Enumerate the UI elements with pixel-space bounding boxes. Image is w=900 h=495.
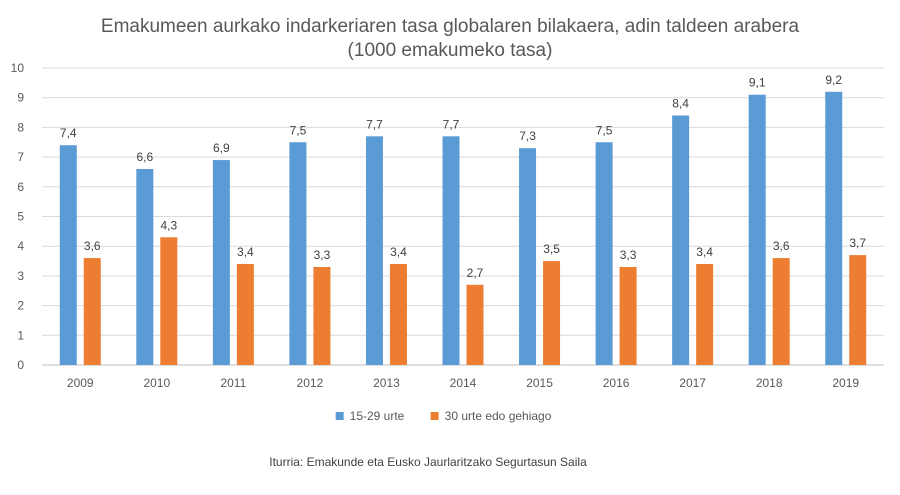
bar-series1 <box>519 148 537 365</box>
x-tick-label: 2015 <box>526 376 553 390</box>
y-axis: 0 1 2 3 4 5 6 7 8 9 10 <box>11 61 25 372</box>
data-labels: 7,4 3,6 6,6 4,3 6,9 3,4 7,5 3,3 7,7 3,4 7,7 2,7 7,3 3… <box>60 73 866 280</box>
legend-swatch <box>430 412 439 420</box>
bar-series1 <box>825 91 843 365</box>
x-tick-label: 2014 <box>450 376 477 390</box>
data-label: 7,4 <box>60 126 77 140</box>
data-label: 7,7 <box>443 117 460 131</box>
source-note: Iturria: Emakunde eta Eusko Jaurlaritzak… <box>269 455 587 469</box>
bar-series1 <box>365 136 383 365</box>
y-tick-label: 6 <box>17 180 24 194</box>
data-label: 3,5 <box>543 242 560 256</box>
x-tick-label: 2017 <box>679 376 706 390</box>
bar-series1 <box>289 142 307 365</box>
data-label: 3,6 <box>773 239 790 253</box>
x-tick-label: 2018 <box>756 376 783 390</box>
y-tick-label: 4 <box>17 239 24 253</box>
y-tick-label: 5 <box>17 210 24 224</box>
bar-series2 <box>619 266 637 365</box>
data-label: 3,7 <box>849 236 866 250</box>
data-label: 3,6 <box>84 239 101 253</box>
data-label: 3,3 <box>314 248 331 262</box>
bar-series2 <box>772 258 790 365</box>
bar-series1 <box>595 142 613 365</box>
bar-series1 <box>748 94 766 365</box>
data-label: 3,4 <box>696 245 713 259</box>
legend-label: 15-29 urte <box>350 409 405 423</box>
y-tick-label: 9 <box>17 91 24 105</box>
bar-series2 <box>313 266 331 365</box>
data-label: 9,2 <box>825 73 842 87</box>
bar-series2 <box>160 237 178 365</box>
bar-series2 <box>236 264 254 365</box>
data-label: 7,5 <box>596 123 613 137</box>
y-tick-label: 0 <box>17 358 24 372</box>
x-tick-label: 2016 <box>603 376 630 390</box>
data-label: 9,1 <box>749 76 766 90</box>
y-tick-label: 7 <box>17 150 24 164</box>
bar-series1 <box>212 160 230 365</box>
data-label: 3,3 <box>620 248 637 262</box>
bar-series2 <box>849 255 867 365</box>
bar-series2 <box>696 264 714 365</box>
x-tick-label: 2019 <box>832 376 859 390</box>
data-label: 8,4 <box>672 97 689 111</box>
data-label: 3,4 <box>237 245 254 259</box>
x-tick-label: 2010 <box>143 376 170 390</box>
x-tick-label: 2012 <box>297 376 324 390</box>
gridlines <box>42 67 884 366</box>
data-label: 6,9 <box>213 141 230 155</box>
data-label: 4,3 <box>160 218 177 232</box>
bar-series2 <box>543 261 561 365</box>
legend-label: 30 urte edo gehiago <box>445 409 552 423</box>
data-label: 6,6 <box>136 150 153 164</box>
x-tick-label: 2013 <box>373 376 400 390</box>
y-tick-label: 2 <box>17 299 24 313</box>
y-tick-label: 1 <box>17 328 24 342</box>
x-axis: 2009 2010 2011 2012 2013 2014 2015 2016 2017 2018… <box>67 376 859 390</box>
y-tick-label: 3 <box>17 269 24 283</box>
chart-subtitle: (1000 emakumeko tasa) <box>348 40 553 61</box>
y-tick-label: 10 <box>11 61 25 75</box>
data-label: 7,7 <box>366 117 383 131</box>
legend: 15-29 urte 30 urte edo gehiago <box>335 409 552 423</box>
bar-series1 <box>442 136 460 365</box>
x-tick-label: 2011 <box>220 376 246 390</box>
chart-title: Emakumeen aurkako indarkeriaren tasa glo… <box>101 16 800 37</box>
bar-series2 <box>466 284 484 365</box>
bars <box>59 91 867 366</box>
legend-swatch <box>335 412 344 420</box>
data-label: 3,4 <box>390 245 407 259</box>
data-label: 2,7 <box>467 266 484 280</box>
x-tick-label: 2009 <box>67 376 94 390</box>
bar-series1 <box>59 145 77 365</box>
bar-series1 <box>136 168 154 365</box>
y-tick-label: 8 <box>17 120 24 134</box>
data-label: 7,5 <box>290 123 307 137</box>
bar-series2 <box>389 264 407 365</box>
bar-series1 <box>672 115 690 366</box>
data-label: 7,3 <box>519 129 536 143</box>
bar-series2 <box>83 258 101 365</box>
